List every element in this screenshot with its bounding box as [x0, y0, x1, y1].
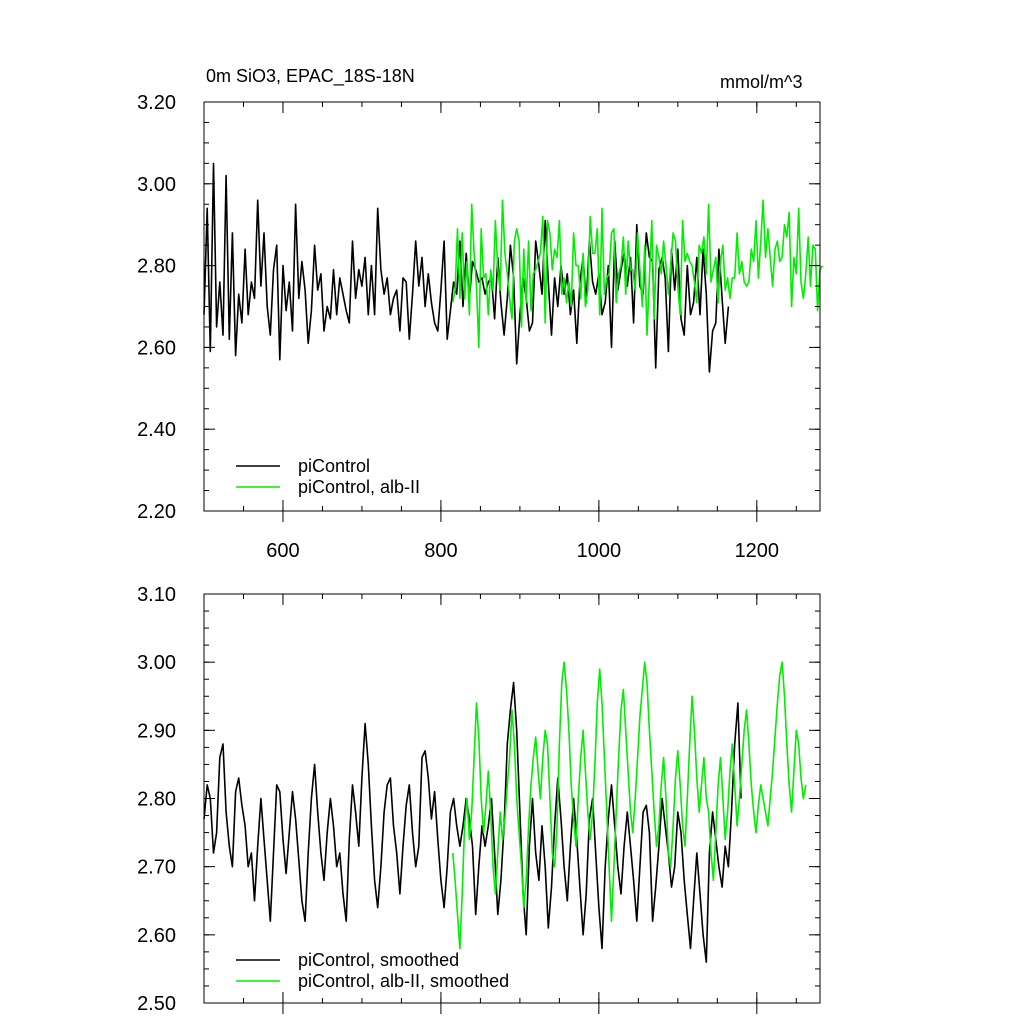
- x-tick-label: 600: [266, 540, 299, 562]
- y-tick-label: 3.10: [137, 584, 176, 606]
- y-tick-label: 2.80: [137, 256, 176, 278]
- y-tick-label: 3.20: [137, 92, 176, 114]
- y-tick-label: 2.70: [137, 857, 176, 879]
- legend-label: piControl: [298, 456, 370, 476]
- x-tick-label: 1000: [577, 540, 622, 562]
- legend-label: piControl, alb-II: [298, 477, 420, 497]
- y-tick-label: 2.60: [137, 925, 176, 947]
- x-tick-label: 800: [424, 540, 457, 562]
- units-label: mmol/m^3: [720, 72, 803, 92]
- series-line-alb-ii: [452, 199, 824, 349]
- panel-1: 2.20 2.40 2.60 2.80 3.00 3.20 600 800 1000 1200 pi…: [137, 92, 824, 562]
- series-line-alb-ii: [452, 661, 807, 950]
- y-tick-label: 2.80: [137, 789, 176, 811]
- y-tick-label: 2.90: [137, 720, 176, 742]
- y-tick-label: 2.40: [137, 419, 176, 441]
- y-tick-label: 2.50: [137, 993, 176, 1015]
- series-line-picontrol: [203, 681, 742, 963]
- y-tick-label: 2.60: [137, 337, 176, 359]
- panel-2: 2.50 2.60 2.70 2.80 2.90 3.00 3.10 piControl, s…: [137, 584, 821, 1015]
- legend-label: piControl, alb-II, smoothed: [298, 971, 509, 991]
- legend-label: piControl, smoothed: [298, 950, 459, 970]
- y-tick-label: 3.00: [137, 174, 176, 196]
- x-tick-label: 1200: [735, 540, 780, 562]
- chart-title: 0m SiO3, EPAC_18S-18N: [206, 66, 415, 86]
- y-tick-label: 3.00: [137, 652, 176, 674]
- y-tick-label: 2.20: [137, 501, 176, 523]
